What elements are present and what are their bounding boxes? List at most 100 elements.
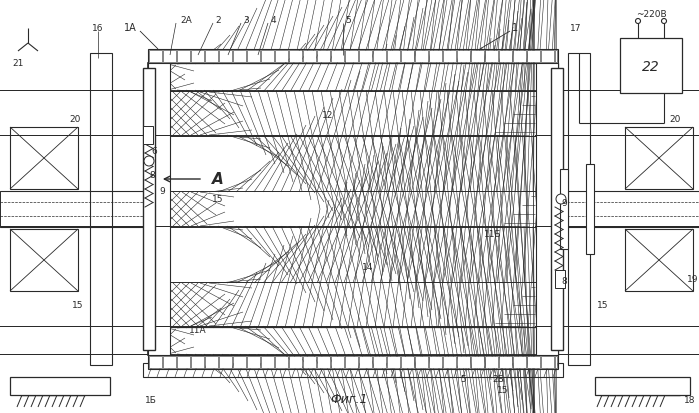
Text: 1А: 1А [124, 23, 136, 33]
Bar [205, 51, 218, 63]
Text: 5: 5 [460, 375, 466, 384]
Bar [317, 356, 330, 368]
Bar [429, 51, 442, 63]
Text: Фиг.1: Фиг.1 [330, 392, 368, 406]
Text: 2А: 2А [180, 15, 192, 24]
Bar [536, 64, 558, 355]
Bar [558, 192, 699, 228]
Bar [205, 356, 218, 368]
Bar [149, 51, 162, 63]
Bar [143, 127, 153, 145]
Bar [373, 51, 386, 63]
Text: 15: 15 [597, 301, 609, 310]
Circle shape [144, 157, 154, 166]
Text: A: A [212, 172, 224, 187]
Bar [359, 51, 372, 63]
Bar [471, 51, 484, 63]
Bar [620, 39, 682, 94]
Bar [541, 51, 554, 63]
Bar [625, 230, 693, 291]
Bar [247, 356, 260, 368]
Bar [555, 51, 557, 63]
Bar [148, 64, 558, 355]
Bar [387, 356, 400, 368]
Circle shape [635, 19, 640, 24]
Bar [485, 51, 498, 63]
Text: 8: 8 [149, 171, 155, 180]
Bar [331, 356, 344, 368]
Bar [401, 356, 414, 368]
Bar [586, 165, 594, 254]
Text: 3: 3 [243, 15, 249, 24]
Bar [541, 356, 554, 368]
Bar [415, 51, 428, 63]
Bar [219, 51, 232, 63]
Bar [148, 327, 558, 355]
Bar [373, 356, 386, 368]
Bar [247, 51, 260, 63]
Bar [303, 51, 316, 63]
Text: 9: 9 [159, 187, 165, 196]
Bar [219, 356, 232, 368]
Bar [513, 356, 526, 368]
Bar [170, 92, 536, 137]
Bar [233, 51, 246, 63]
Bar [149, 356, 162, 368]
Bar [148, 64, 170, 355]
Text: 20: 20 [69, 115, 80, 124]
Bar [10, 230, 78, 291]
Text: 9: 9 [561, 198, 567, 207]
Bar [331, 51, 344, 63]
Text: 16: 16 [92, 24, 103, 33]
Circle shape [661, 19, 667, 24]
Bar [401, 51, 414, 63]
Bar [457, 51, 470, 63]
Bar [143, 69, 155, 350]
Bar [261, 356, 274, 368]
Text: 15: 15 [497, 386, 509, 394]
Bar [163, 51, 176, 63]
Text: ~220В: ~220В [635, 9, 666, 19]
Bar [275, 51, 288, 63]
Text: 6: 6 [151, 147, 157, 156]
Text: 2Б: 2Б [492, 375, 504, 384]
Bar [499, 356, 512, 368]
Bar [148, 355, 558, 369]
Bar [275, 356, 288, 368]
Bar [177, 356, 190, 368]
Bar [233, 356, 246, 368]
Bar [345, 356, 358, 368]
Text: 1Б: 1Б [145, 396, 157, 404]
Bar [10, 377, 110, 395]
Bar [170, 282, 536, 327]
Bar [261, 51, 274, 63]
Text: 20: 20 [670, 115, 681, 124]
Text: 12: 12 [322, 110, 333, 119]
Bar [289, 356, 302, 368]
Text: 2: 2 [215, 15, 221, 24]
Text: 19: 19 [687, 275, 699, 284]
Bar [148, 64, 558, 92]
Bar [90, 54, 112, 365]
Bar [443, 51, 456, 63]
Text: 15: 15 [212, 195, 224, 204]
Bar [303, 356, 316, 368]
Text: 8: 8 [561, 276, 567, 285]
Bar [191, 51, 204, 63]
Bar [387, 51, 400, 63]
Bar [513, 51, 526, 63]
Bar [457, 356, 470, 368]
Bar [555, 271, 565, 288]
Bar [499, 51, 512, 63]
Bar [625, 128, 693, 190]
Bar [170, 192, 536, 228]
Bar [317, 51, 330, 63]
Bar [0, 192, 148, 228]
Text: 11Б: 11Б [484, 230, 502, 239]
Bar [289, 51, 302, 63]
Bar [148, 50, 558, 64]
Text: 15: 15 [72, 301, 84, 310]
Text: 21: 21 [13, 59, 24, 68]
Bar [429, 356, 442, 368]
Bar [177, 51, 190, 63]
